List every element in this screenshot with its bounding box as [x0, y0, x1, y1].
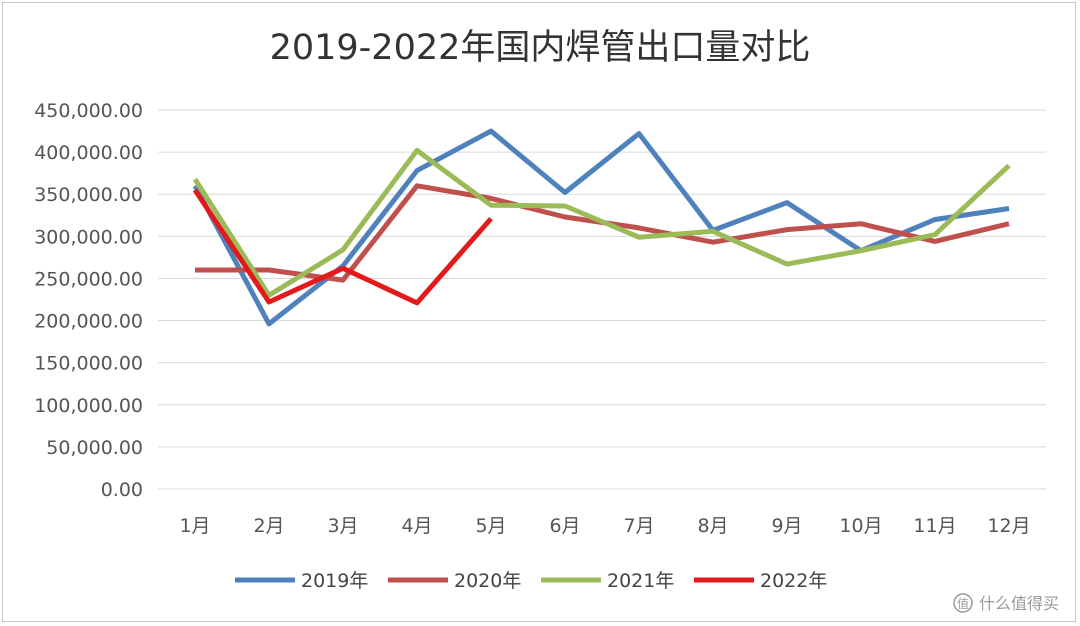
x-tick-label: 6月	[549, 515, 580, 537]
y-tick-label: 50,000.00	[46, 437, 143, 459]
legend: 2019年 2020年 2021年 2022年	[235, 570, 827, 592]
x-tick-label: 12月	[987, 515, 1030, 537]
legend-label: 2021年	[607, 570, 674, 592]
x-tick-label: 5月	[475, 515, 506, 537]
x-tick-label: 9月	[771, 515, 802, 537]
y-tick-label: 250,000.00	[34, 268, 143, 290]
series-line-2	[192, 147, 1011, 298]
gridlines	[158, 109, 1046, 490]
chart-title: 2019-2022年国内焊管出口量对比	[270, 28, 811, 68]
series-line-3	[192, 188, 493, 306]
x-tick-label: 1月	[179, 515, 210, 537]
x-axis-ticks: 1月 2月 3月 4月 5月 6月 7月 8月 9月 10月 11月 12月	[179, 515, 1030, 537]
x-tick-label: 2月	[253, 515, 284, 537]
y-tick-label: 200,000.00	[34, 311, 143, 333]
x-tick-label: 10月	[839, 515, 882, 537]
watermark-text: 什么值得买	[979, 594, 1059, 613]
x-tick-label: 11月	[913, 515, 956, 537]
y-tick-label: 350,000.00	[34, 184, 143, 206]
x-tick-label: 4月	[401, 515, 432, 537]
y-tick-label: 100,000.00	[34, 395, 143, 417]
series-lines	[192, 128, 1011, 327]
y-tick-label: 300,000.00	[34, 226, 143, 248]
chart-canvas: 2019-2022年国内焊管出口量对比 0.00 50,000.00 100,000…	[34, 28, 1059, 613]
x-tick-label: 8月	[697, 515, 728, 537]
legend-label: 2020年	[454, 570, 521, 592]
legend-label: 2019年	[301, 570, 368, 592]
y-tick-label: 150,000.00	[34, 353, 143, 375]
watermark: 值 什么值得买	[953, 593, 1059, 613]
x-tick-label: 3月	[327, 515, 358, 537]
y-tick-label: 450,000.00	[34, 100, 143, 122]
x-tick-label: 7月	[623, 515, 654, 537]
zhi-logo-icon	[953, 593, 973, 613]
legend-label: 2022年	[760, 570, 827, 592]
zhi-logo-glyph: 值	[957, 596, 969, 611]
y-tick-label: 0.00	[101, 479, 143, 501]
y-tick-label: 400,000.00	[34, 142, 143, 164]
y-axis-ticks: 0.00 50,000.00 100,000.00 150,000.00 200,000…	[34, 100, 143, 501]
